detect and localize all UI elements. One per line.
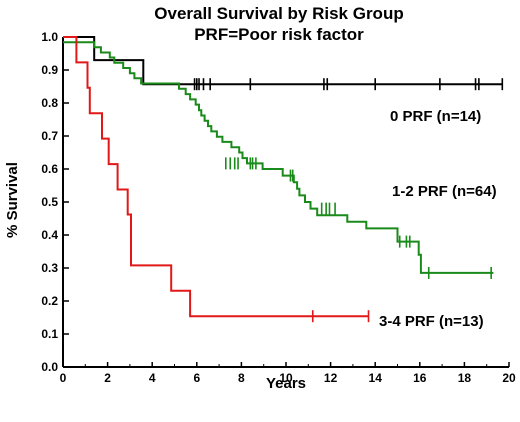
x-tick-label: 20 xyxy=(502,371,516,385)
y-tick-label: 0.2 xyxy=(41,294,58,308)
series-layer xyxy=(63,36,504,323)
x-tick-label: 6 xyxy=(193,371,200,385)
x-tick-label: 0 xyxy=(60,371,67,385)
series-label-12prf: 1-2 PRF (n=64) xyxy=(392,183,497,200)
series-label-0prf: 0 PRF (n=14) xyxy=(390,108,481,125)
series-2-line xyxy=(63,36,369,318)
x-tick-label: 12 xyxy=(324,371,338,385)
y-tick-label: 0.0 xyxy=(41,360,58,374)
y-tick-label: 0.4 xyxy=(41,228,58,242)
y-tick-label: 0.7 xyxy=(41,129,58,143)
x-tick-label: 16 xyxy=(413,371,427,385)
y-tick-label: 0.3 xyxy=(41,261,58,275)
x-tick-label: 18 xyxy=(458,371,472,385)
y-tick-label: 0.1 xyxy=(41,327,58,341)
y-tick-label: 0.5 xyxy=(41,195,58,209)
series-0-line xyxy=(63,36,503,86)
x-tick-label: 10 xyxy=(279,371,293,385)
series-1-line xyxy=(63,41,494,274)
x-axis-label: Years xyxy=(266,375,306,392)
x-tick-label: 2 xyxy=(104,371,111,385)
x-tick-label: 14 xyxy=(369,371,383,385)
x-tick-label: 4 xyxy=(149,371,156,385)
y-axis-label: % Survival xyxy=(4,162,21,238)
y-tick-label: 0.9 xyxy=(41,63,58,77)
axes: 0 2 4 6 8 10 12 14 16 18 20 0.0 0.1 0.2 0.3 0.4 0.5 0.6 0.… xyxy=(41,30,516,385)
x-tick-label: 8 xyxy=(238,371,245,385)
series-label-34prf: 3-4 PRF (n=13) xyxy=(379,313,484,330)
chart-subtitle: PRF=Poor risk factor xyxy=(194,25,364,44)
chart-title: Overall Survival by Risk Group xyxy=(154,4,403,23)
y-tick-label: 1.0 xyxy=(41,30,58,44)
y-tick-label: 0.6 xyxy=(41,162,58,176)
y-tick-label: 0.8 xyxy=(41,96,58,110)
